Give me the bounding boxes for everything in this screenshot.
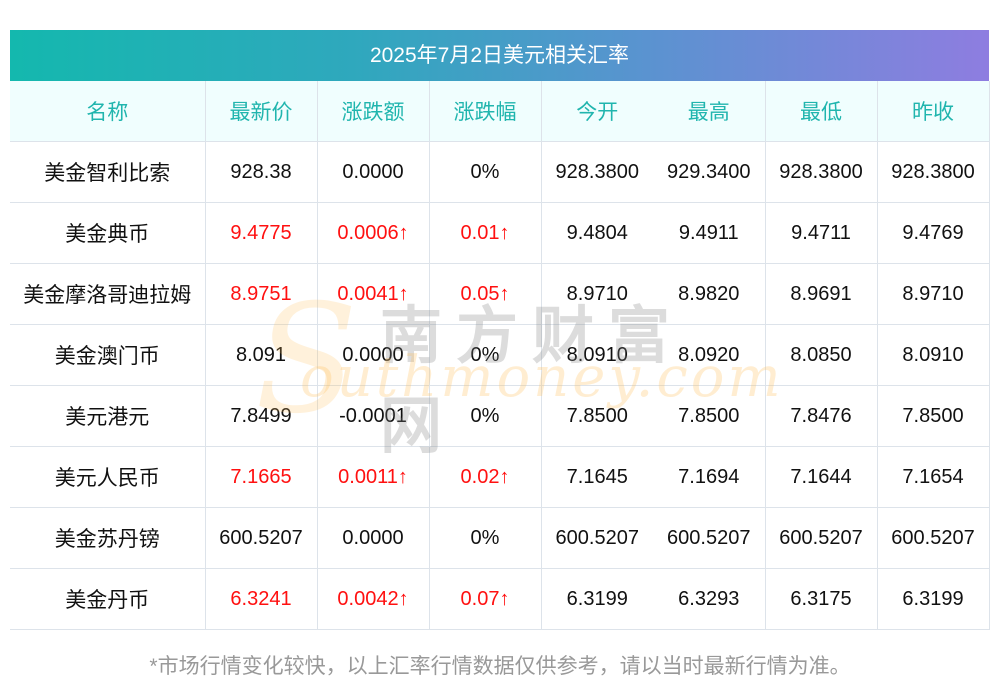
- rate-table-container: 2025年7月2日美元相关汇率 名称 最新价 涨跌额 涨跌幅 今开 最高 最低 …: [10, 30, 990, 630]
- col-header-low: 最低: [765, 81, 878, 142]
- cell-prev-close: 928.3800: [877, 141, 990, 203]
- cell-name: 美金丹币: [10, 568, 206, 630]
- cell-low: 9.4711: [765, 202, 878, 264]
- cell-change-pct: 0.05↑: [429, 263, 542, 325]
- cell-high: 8.9820: [653, 263, 766, 325]
- col-header-open: 今开: [541, 81, 653, 142]
- cell-latest: 600.5207: [205, 507, 318, 569]
- col-header-name: 名称: [10, 81, 206, 142]
- cell-open: 7.1645: [541, 446, 653, 508]
- cell-high: 7.8500: [653, 385, 766, 447]
- cell-latest: 8.9751: [205, 263, 318, 325]
- cell-high: 9.4911: [653, 202, 766, 264]
- cell-latest: 9.4775: [205, 202, 318, 264]
- cell-change-pct: 0.02↑: [429, 446, 542, 508]
- cell-name: 美元港元: [10, 385, 206, 447]
- col-header-prev-close: 昨收: [877, 81, 990, 142]
- cell-prev-close: 8.0910: [877, 324, 990, 386]
- cell-change-pct: 0%: [429, 507, 542, 569]
- table-row: 美金丹币 6.3241 0.0042↑ 0.07↑ 6.3199 6.3293 …: [10, 568, 990, 630]
- cell-open: 928.3800: [541, 141, 653, 203]
- cell-latest: 8.091: [205, 324, 318, 386]
- cell-change-pct: 0%: [429, 385, 542, 447]
- table-row: 美金摩洛哥迪拉姆 8.9751 0.0041↑ 0.05↑ 8.9710 8.9…: [10, 263, 990, 325]
- cell-prev-close: 7.8500: [877, 385, 990, 447]
- cell-latest: 7.8499: [205, 385, 318, 447]
- cell-low: 7.1644: [765, 446, 878, 508]
- cell-change: 0.0000: [317, 141, 430, 203]
- cell-open: 8.0910: [541, 324, 653, 386]
- header-row: 名称 最新价 涨跌额 涨跌幅 今开 最高 最低 昨收: [10, 81, 990, 142]
- cell-latest: 6.3241: [205, 568, 318, 630]
- table-row: 美金智利比索 928.38 0.0000 0% 928.3800 929.340…: [10, 141, 990, 203]
- cell-prev-close: 7.1654: [877, 446, 990, 508]
- cell-high: 8.0920: [653, 324, 766, 386]
- cell-high: 600.5207: [653, 507, 766, 569]
- cell-name: 美元人民币: [10, 446, 206, 508]
- cell-low: 600.5207: [765, 507, 878, 569]
- cell-name: 美金苏丹镑: [10, 507, 206, 569]
- cell-change-pct: 0%: [429, 141, 542, 203]
- table-row: 美元人民币 7.1665 0.0011↑ 0.02↑ 7.1645 7.1694…: [10, 446, 990, 508]
- cell-open: 600.5207: [541, 507, 653, 569]
- cell-change: 0.0041↑: [317, 263, 430, 325]
- cell-prev-close: 6.3199: [877, 568, 990, 630]
- cell-low: 8.9691: [765, 263, 878, 325]
- cell-change: 0.0042↑: [317, 568, 430, 630]
- cell-latest: 928.38: [205, 141, 318, 203]
- cell-change: 0.0000: [317, 324, 430, 386]
- cell-open: 7.8500: [541, 385, 653, 447]
- cell-open: 6.3199: [541, 568, 653, 630]
- cell-change-pct: 0.07↑: [429, 568, 542, 630]
- cell-prev-close: 600.5207: [877, 507, 990, 569]
- cell-change: 0.0006↑: [317, 202, 430, 264]
- cell-change-pct: 0.01↑: [429, 202, 542, 264]
- col-header-high: 最高: [653, 81, 766, 142]
- cell-high: 7.1694: [653, 446, 766, 508]
- cell-high: 6.3293: [653, 568, 766, 630]
- table-row: 美金典币 9.4775 0.0006↑ 0.01↑ 9.4804 9.4911 …: [10, 202, 990, 264]
- col-header-latest: 最新价: [205, 81, 318, 142]
- cell-change: 0.0000: [317, 507, 430, 569]
- cell-name: 美金摩洛哥迪拉姆: [10, 263, 206, 325]
- cell-name: 美金智利比索: [10, 141, 206, 203]
- col-header-change: 涨跌额: [317, 81, 430, 142]
- rate-table: 名称 最新价 涨跌额 涨跌幅 今开 最高 最低 昨收 美金智利比索 928.38…: [10, 81, 990, 630]
- cell-name: 美金典币: [10, 202, 206, 264]
- cell-low: 7.8476: [765, 385, 878, 447]
- cell-open: 9.4804: [541, 202, 653, 264]
- col-header-change-pct: 涨跌幅: [429, 81, 542, 142]
- cell-name: 美金澳门币: [10, 324, 206, 386]
- cell-low: 6.3175: [765, 568, 878, 630]
- cell-change-pct: 0%: [429, 324, 542, 386]
- cell-open: 8.9710: [541, 263, 653, 325]
- cell-low: 8.0850: [765, 324, 878, 386]
- cell-change: -0.0001: [317, 385, 430, 447]
- cell-prev-close: 9.4769: [877, 202, 990, 264]
- cell-low: 928.3800: [765, 141, 878, 203]
- cell-latest: 7.1665: [205, 446, 318, 508]
- disclaimer-footnote: *市场行情变化较快，以上汇率行情数据仅供参考，请以当时最新行情为准。: [149, 655, 851, 678]
- table-title: 2025年7月2日美元相关汇率: [10, 30, 989, 81]
- cell-prev-close: 8.9710: [877, 263, 990, 325]
- cell-high: 929.3400: [653, 141, 766, 203]
- table-row: 美金澳门币 8.091 0.0000 0% 8.0910 8.0920 8.08…: [10, 324, 990, 386]
- table-row: 美金苏丹镑 600.5207 0.0000 0% 600.5207 600.52…: [10, 507, 990, 569]
- cell-change: 0.0011↑: [317, 446, 430, 508]
- table-row: 美元港元 7.8499 -0.0001 0% 7.8500 7.8500 7.8…: [10, 385, 990, 447]
